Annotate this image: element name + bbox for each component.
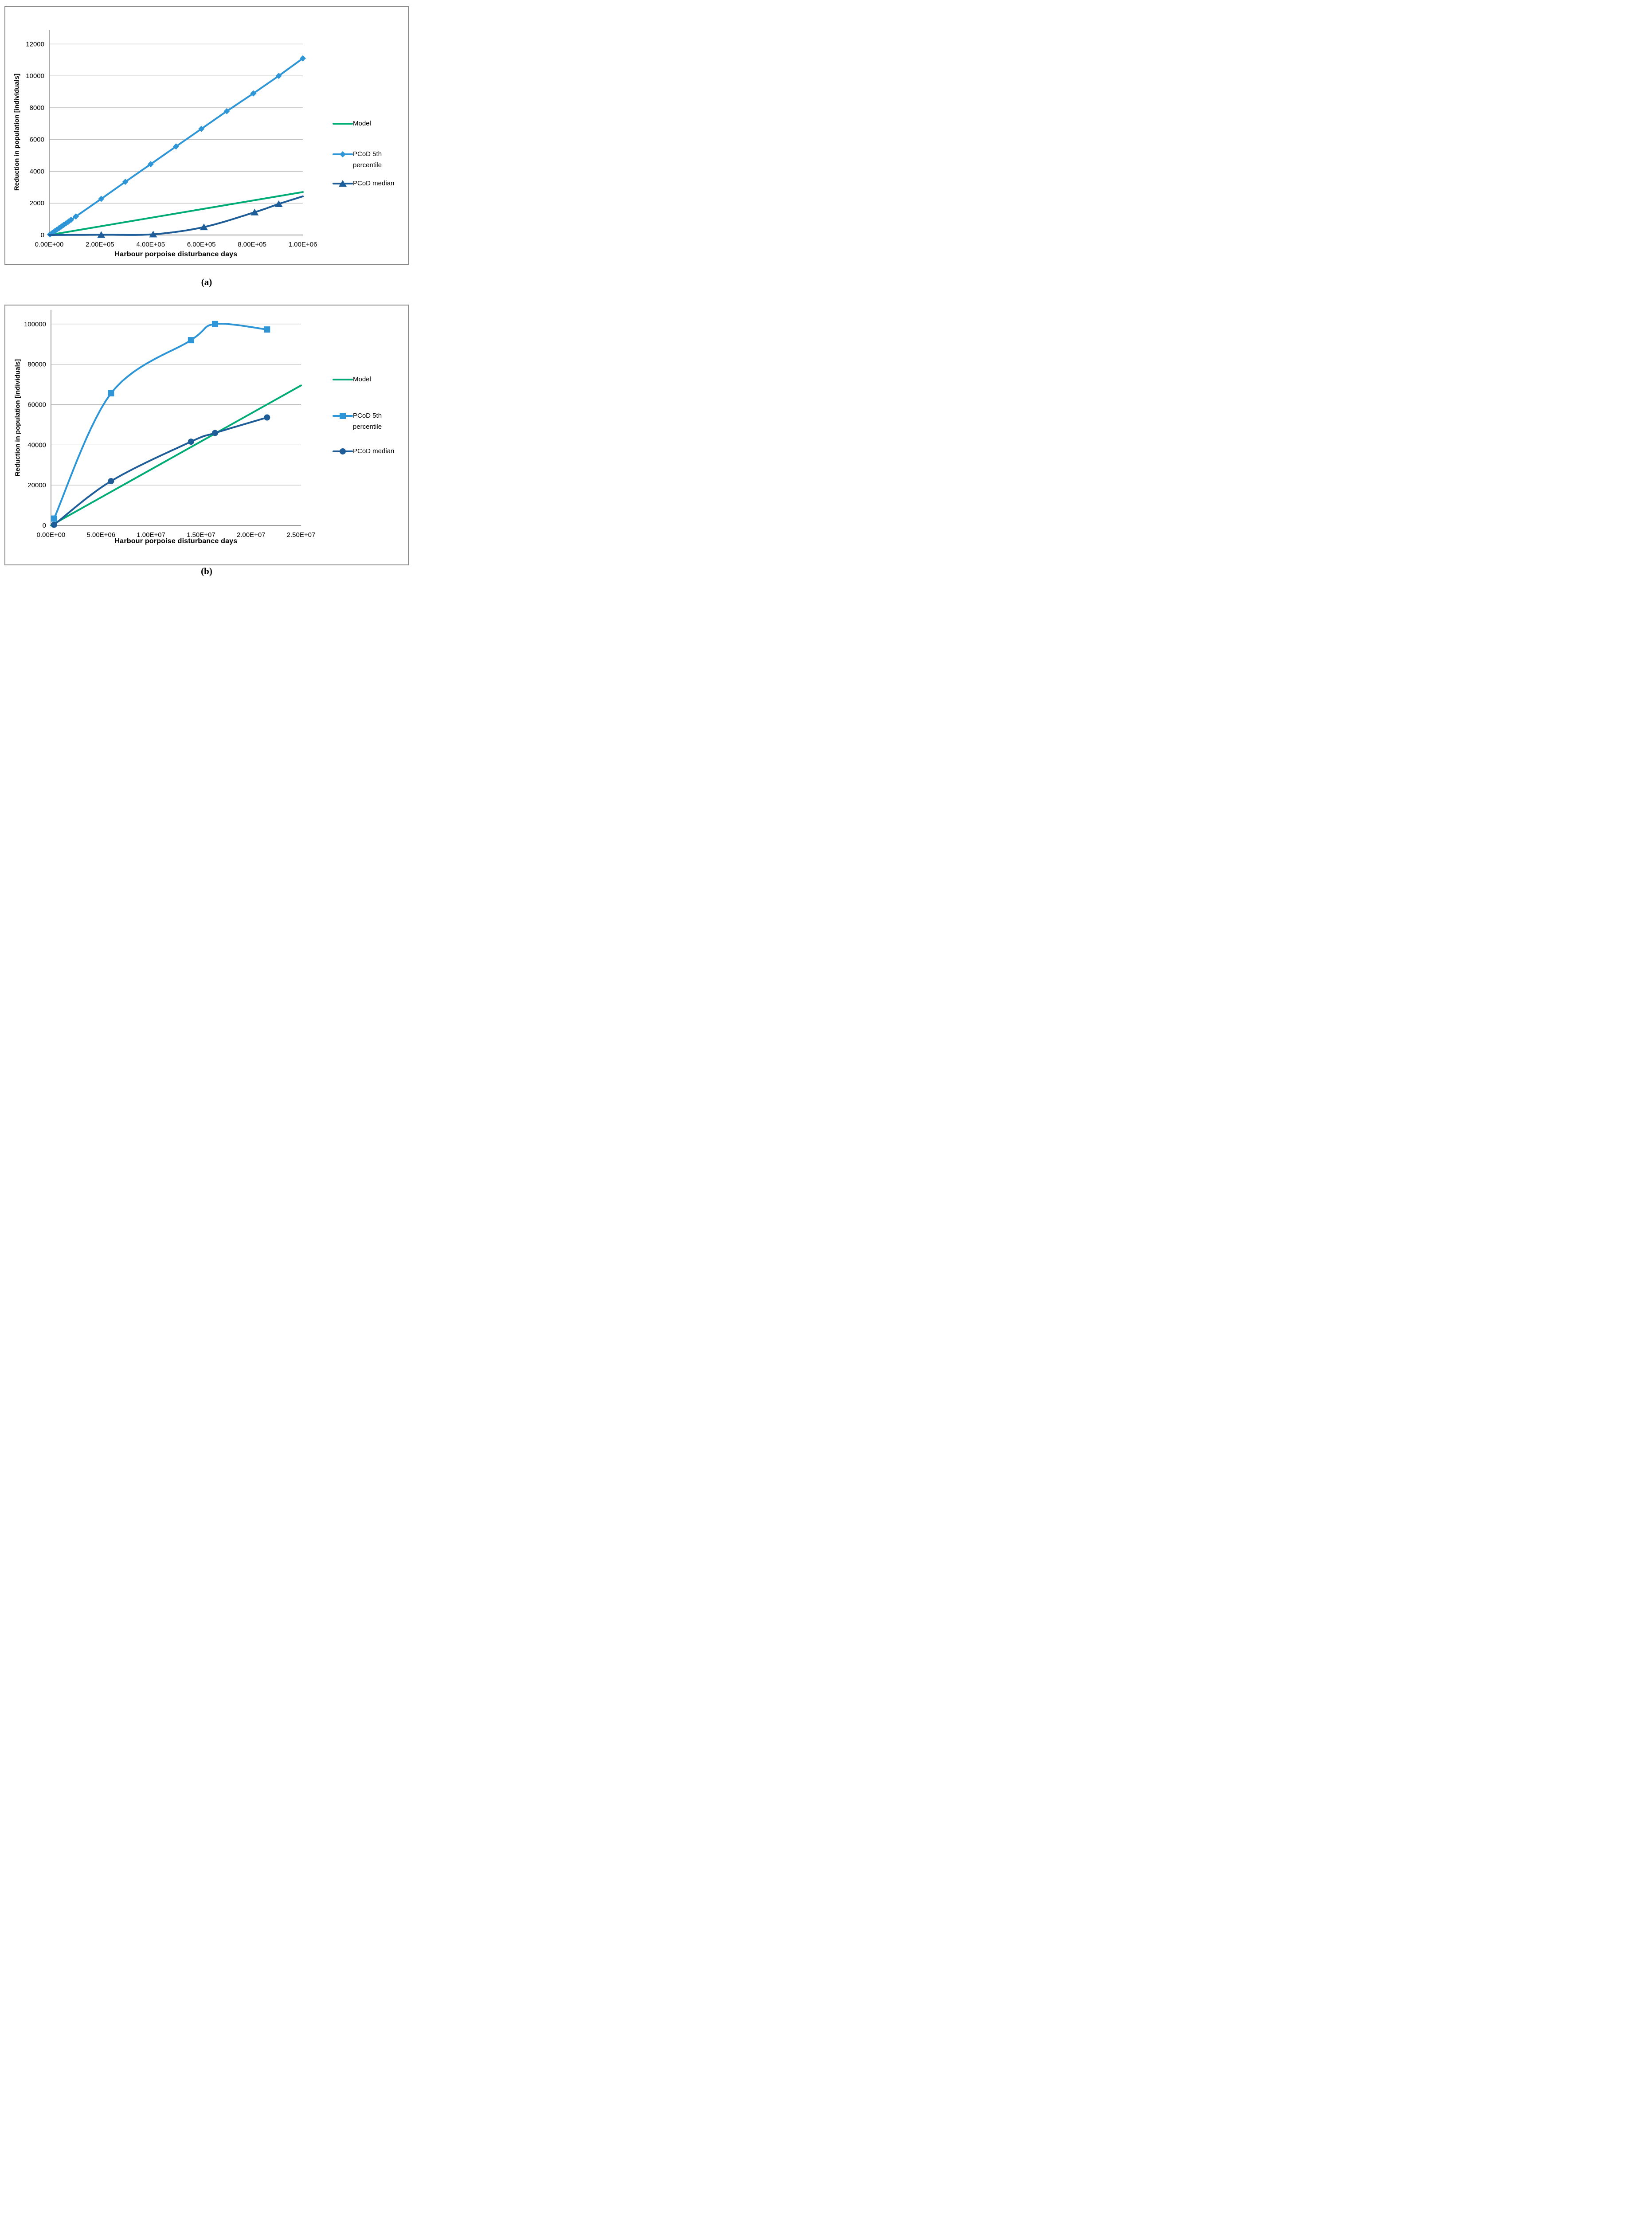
y-tick-label: 60000 [27, 401, 46, 408]
diamond-marker [51, 228, 58, 235]
y-tick-label: 8000 [30, 104, 44, 112]
square-marker [188, 337, 194, 344]
chart-a-plot: 0 2000 4000 6000 8000 10000 12000 0.00E+00 2.00E… [26, 30, 317, 248]
circle-marker [340, 448, 346, 454]
x-tick-label: 1.50E+07 [187, 531, 215, 539]
x-tick-label: 6.00E+05 [187, 241, 216, 248]
y-tick-label: 40000 [27, 441, 46, 449]
square-marker [51, 515, 57, 522]
diamond-marker [223, 108, 230, 114]
x-tick-label: 0.00E+00 [37, 531, 66, 539]
diamond-marker [73, 213, 79, 220]
legend-item-pcod-5th-percentile: PCoD 5th percentile [333, 149, 382, 171]
y-tick-label: 100000 [24, 321, 46, 328]
legend-item-model: Model [333, 118, 371, 129]
diamond-marker [300, 55, 306, 62]
y-tick-label: 0 [41, 231, 44, 239]
diamond-marker [198, 125, 205, 132]
legend-item-model: Model [333, 374, 371, 385]
x-tick-label: 2.00E+05 [86, 241, 114, 248]
series-markers-pcod-5th-percentile [51, 321, 270, 522]
chart-b-x-axis-title: Harbour porpoise disturbance days [114, 537, 238, 545]
x-tick-label: 2.50E+07 [287, 531, 316, 539]
y-tick-label: 80000 [27, 361, 46, 368]
figure-page: 0 2000 4000 6000 8000 10000 12000 0.00E+00 2.00E… [0, 0, 413, 578]
legend-sample-square-line [333, 413, 353, 419]
legend-sample-none-line [333, 379, 353, 380]
x-tick-label: 5.00E+06 [86, 531, 115, 539]
circle-marker [212, 430, 218, 436]
y-tick-label: 0 [43, 522, 46, 529]
x-tick-label: 0.00E+00 [35, 241, 64, 248]
legend-sample-circle-line [333, 448, 353, 454]
triangle-marker [251, 208, 259, 215]
legend-item-pcod-median: PCoD median [333, 178, 394, 189]
diamond-marker [250, 90, 257, 97]
triangle-marker [200, 223, 208, 231]
legend-item-pcod-median: PCoD median [333, 446, 394, 457]
triangle-marker [339, 180, 347, 187]
legend-item-pcod-5th-percentile: PCoD 5th percentile [333, 410, 382, 432]
legend-sample-none-line [333, 123, 353, 125]
diamond-marker [98, 196, 105, 202]
diamond-marker [68, 216, 74, 223]
y-tick-label: 12000 [26, 40, 44, 48]
chart-panel-a: 0 2000 4000 6000 8000 10000 12000 0.00E+00 2.00E… [4, 6, 409, 265]
chart-b-y-axis-title: Reduction in population [individuals] [14, 359, 22, 477]
legend-label: PCoD median [353, 447, 395, 455]
diamond-marker [122, 179, 129, 185]
legend-label: Model [353, 376, 371, 383]
circle-marker [264, 414, 270, 421]
x-tick-label: 2.00E+07 [237, 531, 266, 539]
caption-a: (a) [201, 277, 212, 287]
series-markers-pcod-median [97, 200, 283, 238]
series-line-model [48, 191, 304, 236]
circle-marker [108, 478, 114, 485]
series-line-pcod-5th-percentile [53, 323, 268, 520]
chart-a-x-axis-title: Harbour porpoise disturbance days [114, 251, 238, 258]
series-line-pcod-median [53, 416, 268, 526]
legend-label: PCoD 5th percentile [353, 150, 382, 169]
circle-marker [188, 439, 194, 445]
x-tick-label: 1.00E+07 [137, 531, 165, 539]
diamond-marker [147, 161, 154, 168]
chart-b-plot: 0 20000 40000 60000 80000 100000 0.00E+00 5.00E… [24, 310, 316, 539]
x-tick-label: 4.00E+05 [136, 241, 165, 248]
series-markers-pcod-median [51, 414, 270, 528]
legend-sample-diamond-line [333, 151, 353, 157]
square-marker [108, 390, 114, 396]
x-tick-label: 8.00E+05 [238, 241, 266, 248]
chart-a-y-axis-title: Reduction in population [individuals] [13, 73, 21, 191]
y-tick-label: 10000 [26, 72, 44, 80]
y-tick-label: 4000 [30, 168, 44, 175]
series-line-model [50, 384, 302, 526]
legend-label: PCoD median [353, 180, 395, 187]
square-marker [340, 413, 346, 419]
x-tick-label: 1.00E+06 [289, 241, 317, 248]
chart-panel-b: 0 20000 40000 60000 80000 100000 0.00E+00 5.00E… [4, 305, 409, 565]
legend-label: Model [353, 120, 371, 127]
square-marker [264, 326, 270, 333]
legend-sample-triangle-line [333, 180, 353, 187]
y-tick-label: 2000 [30, 200, 44, 207]
legend-label: PCoD 5th percentile [353, 412, 382, 431]
caption-b: (b) [201, 566, 212, 576]
triangle-marker [274, 200, 283, 207]
diamond-marker [173, 143, 179, 150]
triangle-marker [97, 231, 106, 238]
diamond-marker [340, 151, 346, 157]
diamond-marker [275, 73, 282, 79]
circle-marker [51, 521, 57, 528]
y-tick-label: 6000 [30, 136, 44, 144]
series-markers-pcod-5th-percentile [47, 55, 306, 238]
square-marker [212, 321, 218, 327]
y-tick-label: 20000 [27, 482, 46, 489]
triangle-marker [149, 231, 157, 238]
